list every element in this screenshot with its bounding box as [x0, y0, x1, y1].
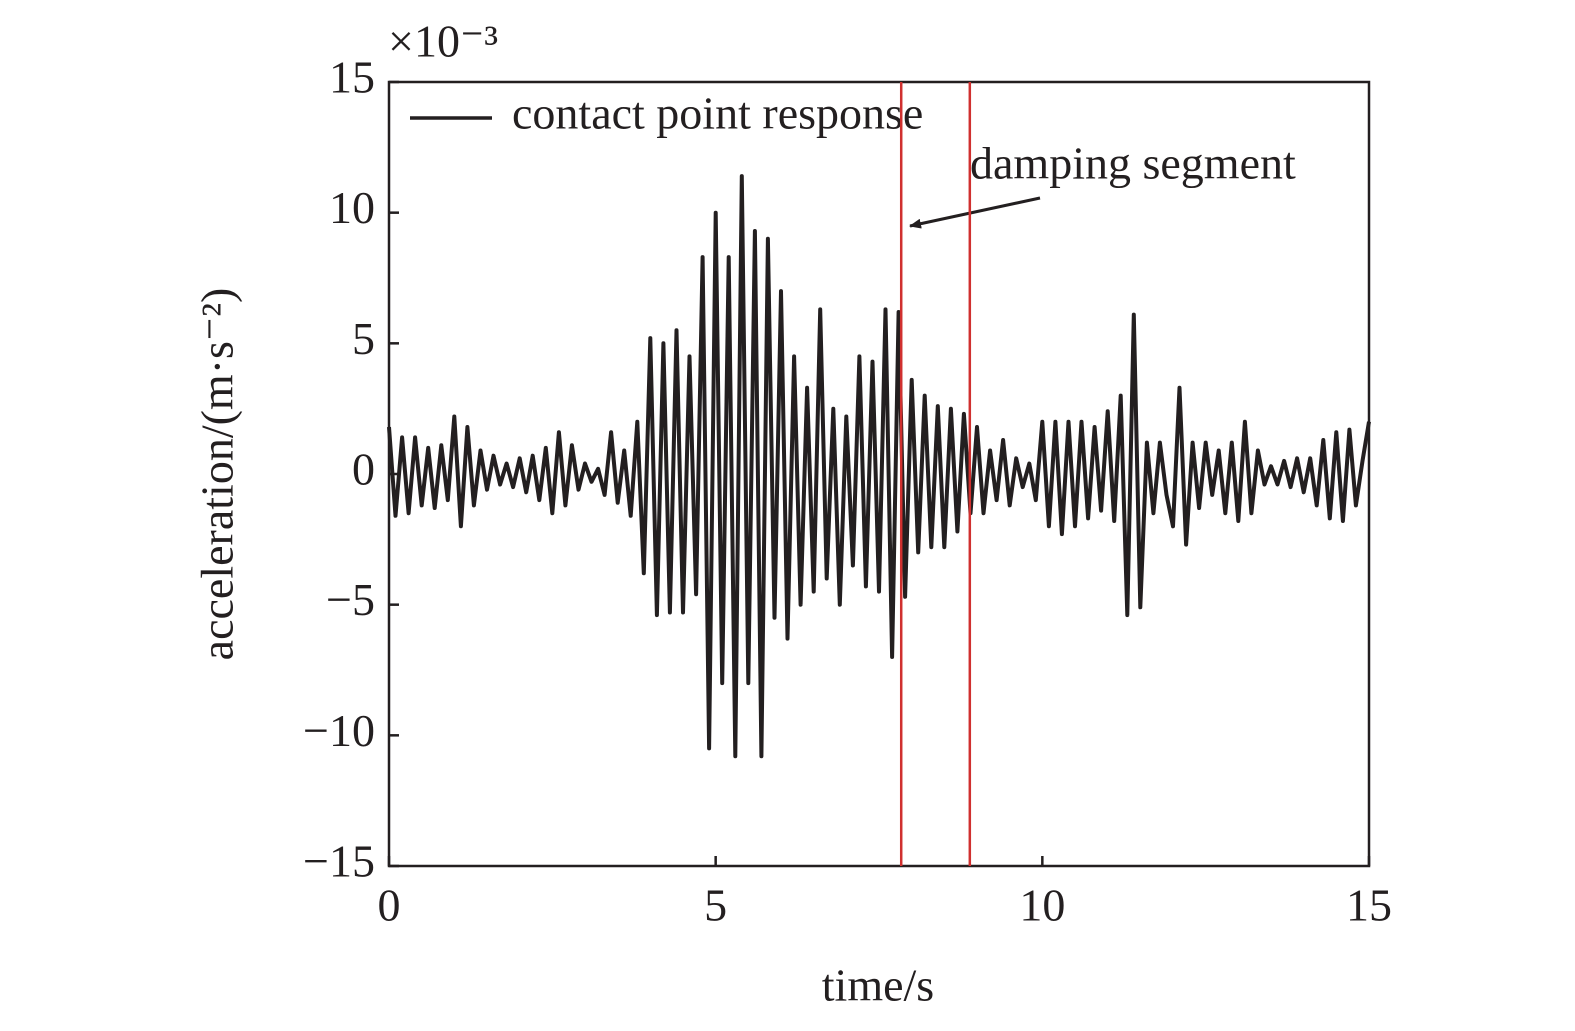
- x-axis-label: time/s: [822, 960, 934, 1011]
- x-tick-label: 0: [378, 880, 401, 931]
- y-tick-label: 15: [329, 52, 375, 103]
- data-line: [387, 174, 1371, 759]
- y-tick-label: −5: [326, 574, 375, 625]
- y-axis-label: acceleration/(m·s⁻²): [192, 288, 243, 661]
- legend-label: contact point response: [512, 88, 923, 139]
- y-multiplier: ×10⁻³: [388, 16, 498, 67]
- annotation: damping segment: [970, 138, 1296, 189]
- x-tick-label: 15: [1346, 880, 1392, 931]
- y-tick-label: −10: [303, 705, 375, 756]
- x-tick-label: 5: [704, 880, 727, 931]
- y-tick-label: 5: [352, 313, 375, 364]
- y-tick-label: 10: [329, 182, 375, 233]
- annotation-arrow: [909, 196, 1041, 229]
- y-tick-label: −15: [303, 836, 375, 887]
- x-tick-label: 10: [1019, 880, 1065, 931]
- y-tick-label: 0: [352, 444, 375, 495]
